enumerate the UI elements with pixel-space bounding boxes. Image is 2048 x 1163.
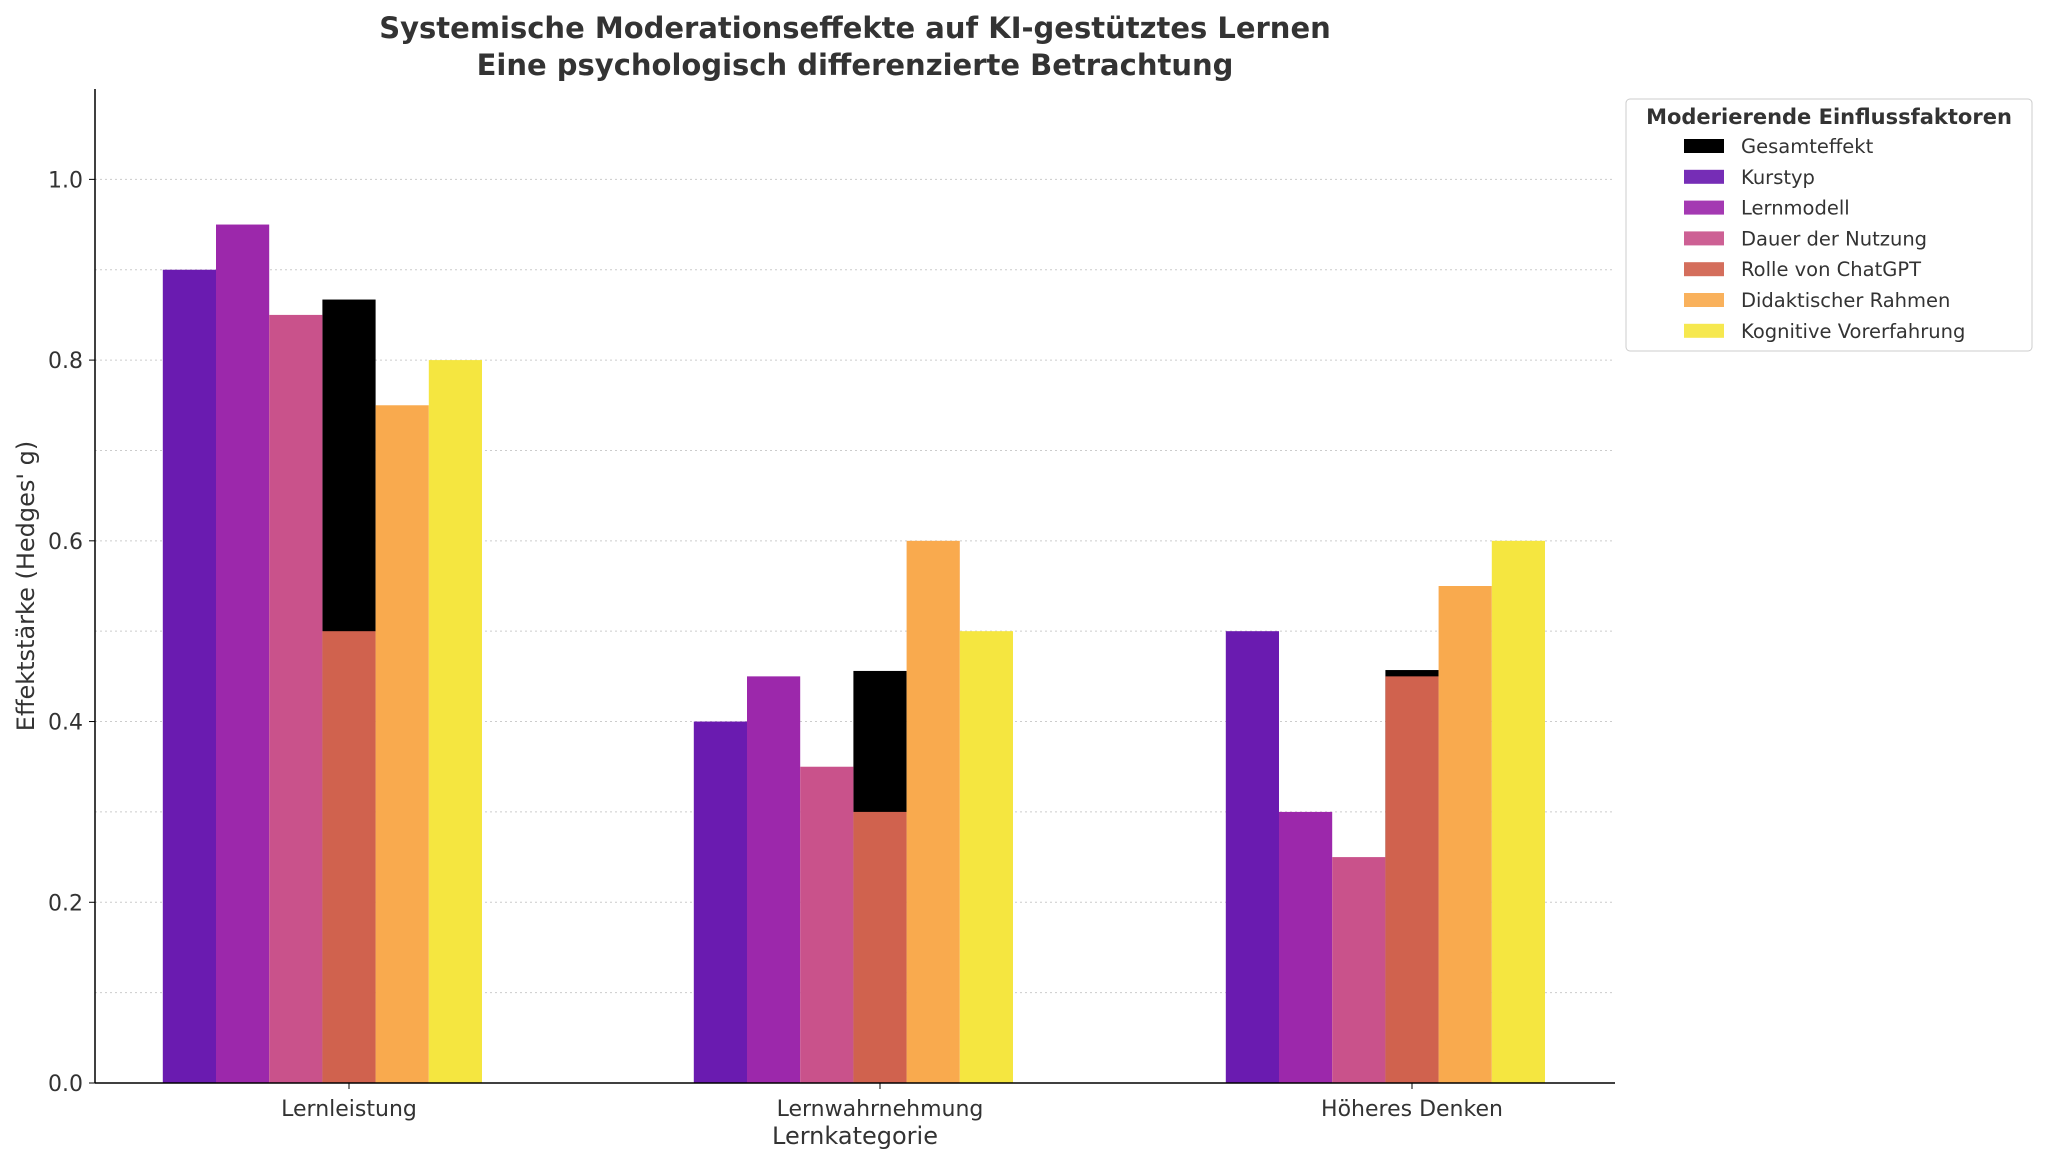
legend-swatch [1684,262,1724,277]
x-tick-label: Lernleistung [281,1097,417,1122]
bar-kognitive-vorerfahrung [428,360,482,1083]
bar-lernmodell [1279,811,1333,1083]
legend-label: Lernmodell [1741,197,1850,220]
legend-swatch [1684,169,1724,184]
bar-dauer-der-nutzung [1332,857,1386,1083]
chart-title: Systemische Moderationseffekte auf KI-ge… [379,11,1331,45]
y-tick-label: 0.6 [48,530,83,555]
bar-kurstyp [162,269,216,1083]
x-tick-label: Lernwahrnehmung [777,1097,984,1122]
y-tick-label: 0.2 [48,891,83,916]
bar-didaktischer-rahmen [906,540,960,1083]
legend-title: Moderierende Einflussfaktoren [1646,105,2012,129]
bar-kognitive-vorerfahrung [1491,540,1545,1083]
legend-label: Kurstyp [1741,166,1815,189]
bar-kurstyp [693,721,747,1083]
bar-didaktischer-rahmen [1438,586,1492,1083]
bar-lernmodell [216,224,270,1083]
legend-swatch [1684,200,1724,215]
legend-label: Gesamteffekt [1741,135,1874,158]
bar-rolle-von-chatgpt [1385,676,1439,1083]
legend-swatch [1684,139,1724,153]
bar-dauer-der-nutzung [800,766,854,1083]
legend-swatch [1684,293,1724,307]
bar-dauer-der-nutzung [269,314,323,1084]
bar-rolle-von-chatgpt [322,631,376,1083]
y-axis-label: Effektstärke (Hedges' g) [12,441,40,731]
legend: Moderierende Einflussfaktoren Gesamteffek… [1625,98,2033,352]
x-tick-label: Höheres Denken [1321,1097,1503,1122]
legend-label: Rolle von ChatGPT [1741,258,1921,281]
legend-swatch [1684,323,1724,338]
bar-didaktischer-rahmen [375,405,429,1084]
bar-lernmodell [747,676,801,1083]
bar-kurstyp [1225,631,1279,1083]
chart-subtitle: Eine psychologisch differenzierte Betrac… [477,48,1234,82]
y-tick-label: 0.8 [48,349,83,374]
bar-rolle-von-chatgpt [853,811,907,1083]
y-tick-label: 1.0 [48,168,83,193]
y-tick-label: 0.0 [48,1072,83,1097]
legend-swatch [1684,231,1724,246]
legend-label: Kognitive Vorerfahrung [1741,320,1965,343]
x-axis-label: Lernkategorie [772,1122,938,1150]
bar-kognitive-vorerfahrung [959,631,1013,1083]
legend-label: Didaktischer Rahmen [1741,289,1950,312]
legend-label: Dauer der Nutzung [1741,227,1927,250]
y-tick-label: 0.4 [48,711,83,736]
legend-box [1625,98,2033,352]
